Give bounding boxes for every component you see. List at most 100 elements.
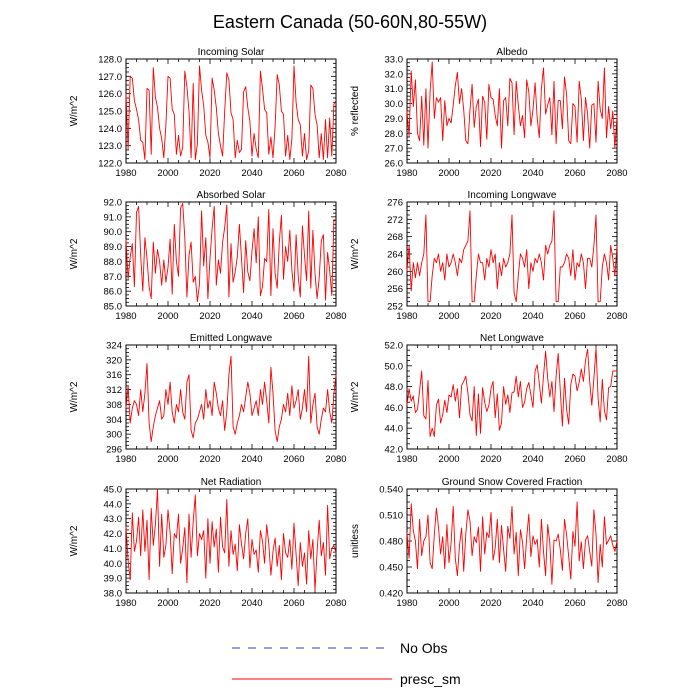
x-tick-label: 2020 — [199, 454, 220, 465]
x-tick-label: 2080 — [606, 598, 627, 609]
series-line-presc-sm — [125, 203, 336, 302]
main-title: Eastern Canada (50-60N,80-55W) — [213, 12, 487, 32]
y-axis-label: W/m^2 — [350, 381, 361, 412]
y-tick-label: 300 — [106, 430, 122, 441]
y-tick-label: 32.0 — [385, 69, 404, 80]
x-tick-label: 2060 — [564, 598, 585, 609]
y-tick-label: 264 — [387, 250, 403, 261]
x-tick-label: 1980 — [115, 311, 136, 322]
x-tick-label: 1980 — [115, 598, 136, 609]
y-axis-label: W/m^2 — [69, 95, 80, 126]
y-tick-label: 272 — [387, 215, 403, 226]
y-tick-label: 296 — [106, 445, 122, 456]
x-tick-label: 2060 — [283, 598, 304, 609]
x-tick-label: 2060 — [564, 311, 585, 322]
panel-ground-snow-covered-fraction: Ground Snow Covered Fraction unitless 1980… — [350, 477, 628, 609]
y-tick-label: 0.510 — [379, 511, 403, 522]
y-tick-label: 127.0 — [98, 72, 122, 83]
x-tick-label: 2080 — [606, 311, 627, 322]
y-tick-label: 89.0 — [104, 242, 123, 253]
y-tick-label: 31.0 — [385, 84, 404, 95]
series-line-presc-sm — [125, 65, 337, 160]
x-tick-label: 2040 — [522, 454, 543, 465]
x-tick-label: 2080 — [325, 598, 346, 609]
y-axis-label: W/m^2 — [69, 381, 80, 412]
y-tick-label: 46.0 — [385, 403, 404, 414]
x-tick-label: 2040 — [241, 168, 262, 179]
x-tick-label: 2020 — [480, 454, 501, 465]
y-tick-label: 38.0 — [104, 589, 123, 600]
series-line-presc-sm — [406, 501, 618, 585]
y-tick-label: 90.0 — [104, 227, 123, 238]
y-tick-label: 43.0 — [104, 514, 123, 525]
y-tick-label: 324 — [106, 341, 122, 352]
x-tick-label: 2040 — [522, 598, 543, 609]
y-tick-label: 45.0 — [104, 485, 123, 496]
x-tick-label: 1980 — [396, 598, 417, 609]
y-tick-label: 50.0 — [385, 361, 404, 372]
y-tick-label: 0.420 — [379, 589, 403, 600]
x-tick-label: 2020 — [480, 168, 501, 179]
y-tick-label: 40.0 — [104, 559, 123, 570]
y-tick-label: 256 — [387, 284, 403, 295]
y-tick-label: 39.0 — [104, 574, 123, 585]
legend-label-no-obs: No Obs — [400, 640, 447, 656]
x-tick-label: 2080 — [325, 311, 346, 322]
x-tick-label: 2040 — [522, 168, 543, 179]
y-tick-label: 86.0 — [104, 287, 123, 298]
y-tick-label: 320 — [106, 355, 122, 366]
y-tick-label: 124.0 — [98, 124, 122, 135]
series-line-presc-sm — [125, 355, 337, 443]
x-tick-label: 2000 — [157, 598, 178, 609]
y-tick-label: 123.0 — [98, 141, 122, 152]
series-line-presc-sm — [406, 61, 618, 149]
y-tick-label: 87.0 — [104, 272, 123, 283]
x-tick-label: 1980 — [396, 168, 417, 179]
x-tick-label: 1980 — [396, 454, 417, 465]
panel-incoming-longwave: Incoming Longwave W/m^2 1980 2000 2020 2040 20… — [350, 190, 628, 322]
legend-label-presc-sm: presc_sm — [400, 671, 461, 687]
y-tick-label: 85.0 — [104, 302, 123, 313]
panel-title: Absorbed Solar — [197, 190, 267, 201]
y-axis-label: unitless — [350, 524, 361, 558]
y-tick-label: 30.0 — [385, 99, 404, 110]
x-tick-label: 2060 — [564, 454, 585, 465]
y-tick-label: 128.0 — [98, 55, 122, 66]
x-tick-label: 2060 — [564, 168, 585, 179]
panel-title: Emitted Longwave — [190, 333, 273, 344]
y-tick-label: 48.0 — [385, 382, 404, 393]
x-tick-label: 1980 — [115, 454, 136, 465]
x-tick-label: 2060 — [283, 168, 304, 179]
y-tick-label: 27.0 — [385, 144, 404, 155]
x-tick-label: 2000 — [157, 168, 178, 179]
y-tick-label: 308 — [106, 400, 122, 411]
y-tick-label: 312 — [106, 385, 122, 396]
y-tick-label: 44.0 — [385, 424, 404, 435]
y-tick-label: 88.0 — [104, 257, 123, 268]
panel-net-longwave: Net Longwave W/m^2 1980 2000 2020 2040 2060 208… — [350, 333, 628, 465]
x-tick-label: 2020 — [199, 598, 220, 609]
y-tick-label: 126.0 — [98, 89, 122, 100]
panel-emitted-longwave: Emitted Longwave W/m^2 1980 2000 2020 2040 206… — [69, 333, 347, 465]
x-tick-label: 2040 — [241, 598, 262, 609]
y-tick-label: 52.0 — [385, 341, 404, 352]
x-tick-label: 1980 — [115, 168, 136, 179]
panel-title: Incoming Solar — [198, 47, 265, 58]
panel-net-radiation: Net Radiation W/m^2 1980 2000 2020 2040 2060 20… — [69, 477, 347, 609]
plot-frame — [406, 58, 618, 164]
y-tick-label: 125.0 — [98, 107, 122, 118]
panel-title: Ground Snow Covered Fraction — [442, 477, 583, 488]
series-line-presc-sm — [406, 347, 617, 437]
y-tick-label: 268 — [387, 232, 403, 243]
x-tick-label: 2000 — [157, 311, 178, 322]
y-axis-label: W/m^2 — [350, 238, 361, 269]
panel-title: Net Radiation — [201, 477, 262, 488]
x-tick-label: 2080 — [606, 168, 627, 179]
series-line-presc-sm — [125, 488, 337, 591]
y-axis-label: % reflected — [350, 86, 361, 136]
x-tick-label: 2040 — [241, 311, 262, 322]
y-tick-label: 92.0 — [104, 198, 123, 209]
panel-title: Albedo — [496, 47, 528, 58]
